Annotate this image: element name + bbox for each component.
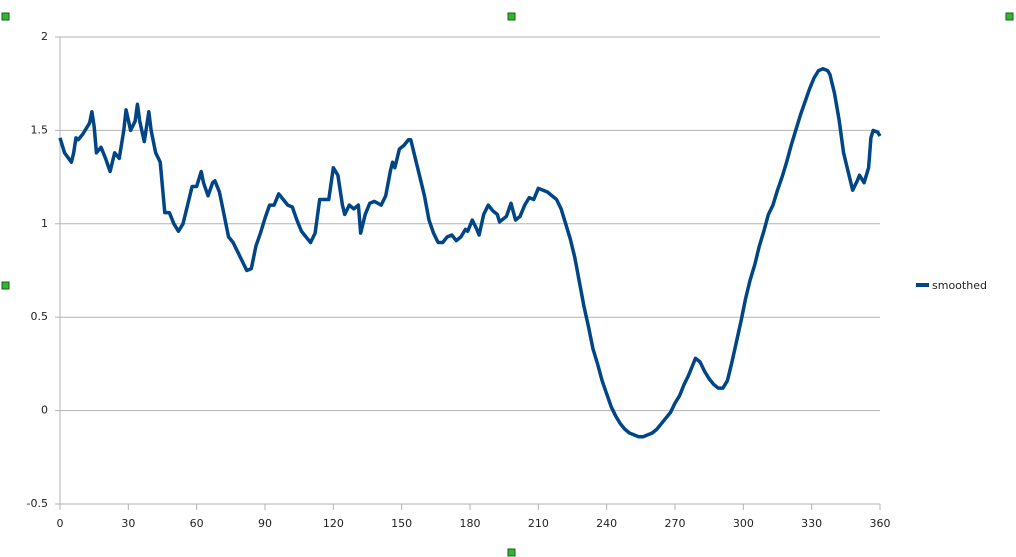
x-tick-label: 120	[323, 517, 344, 530]
x-tick-label: 150	[391, 517, 412, 530]
selection-handle	[1, 281, 10, 290]
x-tick-label: 270	[665, 517, 686, 530]
selection-handle	[1, 12, 10, 21]
x-tick-label: 210	[528, 517, 549, 530]
y-tick-label: 0.5	[31, 310, 49, 323]
x-tick-label: 0	[57, 517, 64, 530]
y-tick-label: 1	[41, 217, 48, 230]
y-tick-label: 1.5	[31, 123, 49, 136]
x-tick-label: 180	[460, 517, 481, 530]
x-tick-label: 90	[258, 517, 272, 530]
x-tick-label: 300	[733, 517, 754, 530]
x-tick-label: 30	[121, 517, 135, 530]
legend-label: smoothed	[932, 279, 987, 292]
data-line	[58, 67, 882, 439]
selection-handle	[1005, 12, 1014, 21]
x-tick-label: 330	[801, 517, 822, 530]
y-tick-label: 0	[41, 404, 48, 417]
x-tick-label: 60	[190, 517, 204, 530]
y-tick-label: 2	[41, 30, 48, 43]
selection-handle	[507, 548, 516, 557]
x-tick-label: 240	[596, 517, 617, 530]
selection-handle	[507, 12, 516, 21]
y-tick-label: -0.5	[27, 497, 48, 510]
x-tick-label: 360	[870, 517, 891, 530]
